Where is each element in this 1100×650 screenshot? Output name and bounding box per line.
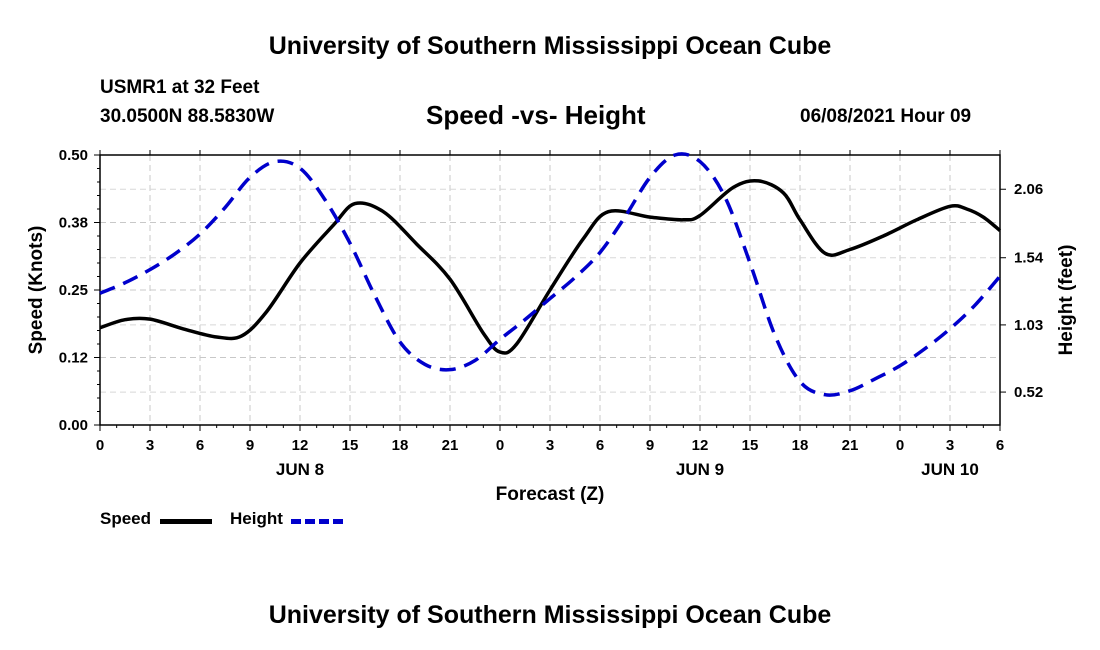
x-tick-label: 0 [896,437,904,454]
x-tick-label: 21 [842,437,859,454]
x-day-label: JUN 10 [921,460,979,479]
series-line-speed [99,178,1002,355]
x-tick-label: 6 [196,437,204,454]
y-right-axis-title: Height (feet) [1056,245,1077,356]
x-tick-label: 21 [442,437,459,454]
legend-height-swatch [291,519,343,524]
x-tick-label: 18 [392,437,409,454]
x-tick-label: 12 [692,437,709,454]
x-axis-title: Forecast (Z) [496,484,605,505]
y-right-tick-label: 0.52 [1014,384,1043,401]
y-left-tick-label: 0.38 [59,215,88,232]
y-right-tick-label: 2.06 [1014,181,1043,198]
x-tick-label: 6 [596,437,604,454]
y-left-tick-label: 0.50 [59,147,88,164]
y-left-tick-label: 0.25 [59,282,88,299]
series-line-height [99,152,1002,397]
x-tick-label: 3 [146,437,154,454]
station-label: USMR1 at 32 Feet [100,77,260,98]
x-tick-label: 6 [996,437,1004,454]
chart-subtitle: Speed -vs- Height [426,100,646,130]
y-left-axis-title: Speed (Knots) [26,226,47,355]
footer-title: University of Southern Mississippi Ocean… [268,601,832,629]
x-tick-label: 15 [742,437,759,454]
y-left-tick-label: 0.00 [59,417,88,434]
page-title: University of Southern Mississippi Ocean… [268,32,832,60]
legend-speed-swatch [160,519,212,524]
y-left-tick-label: 0.12 [59,350,88,367]
x-tick-label: 9 [246,437,254,454]
legend-height-label: Height [230,509,283,528]
y-right-tick-label: 1.03 [1014,317,1043,334]
x-tick-label: 18 [792,437,809,454]
x-tick-label: 0 [96,437,104,454]
x-tick-label: 9 [646,437,654,454]
x-tick-label: 3 [946,437,954,454]
forecast-datetime: 06/08/2021 Hour 09 [800,106,972,127]
x-tick-label: 3 [546,437,554,454]
x-tick-label: 12 [292,437,309,454]
x-tick-label: 0 [496,437,504,454]
x-tick-label: 15 [342,437,359,454]
y-right-tick-label: 1.54 [1014,250,1044,267]
station-coords: 30.0500N 88.5830W [100,106,275,127]
x-day-label: JUN 9 [676,460,724,479]
x-day-label: JUN 8 [276,460,324,479]
legend-speed-label: Speed [100,509,152,528]
